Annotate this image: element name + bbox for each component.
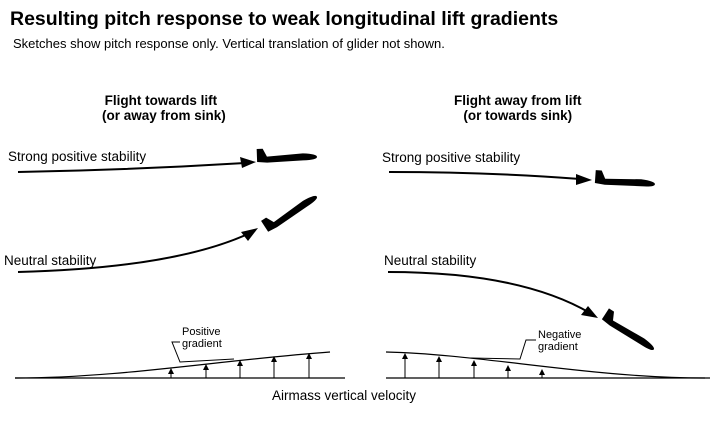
right-heading-line2: (or towards sink) [463, 108, 573, 123]
right-lift-gradient-curve [385, 351, 706, 379]
negative-gradient-line2: gradient [538, 341, 578, 353]
right-strong-stability-label: Strong positive stability [382, 150, 521, 165]
left-neutral-arrowhead [241, 228, 258, 241]
positive-gradient-label: Positive gradient [182, 326, 222, 350]
left-neutral-stability-label: Neutral stability [4, 253, 97, 268]
right-strong-arrowhead [576, 174, 592, 185]
right-column-heading: Flight away from lift (or towards sink) [454, 93, 582, 123]
diagram-subtitle: Sketches show pitch response only. Verti… [13, 36, 445, 51]
right-heading-line1: Flight away from lift [454, 93, 582, 108]
negative-gradient-bracket [469, 339, 536, 360]
negative-gradient-label: Negative gradient [538, 329, 581, 353]
left-column-heading: Flight towards lift (or away from sink) [96, 93, 226, 123]
left-strong-glider-icon [256, 146, 318, 163]
positive-gradient-line2: gradient [182, 338, 222, 350]
right-lift-arrows [402, 353, 545, 378]
left-neutral-glider-icon [261, 188, 320, 233]
positive-gradient-line1: Positive [182, 326, 221, 338]
left-strong-stability-label: Strong positive stability [8, 149, 147, 164]
negative-gradient-line1: Negative [538, 329, 582, 341]
right-neutral-glider-icon [601, 308, 660, 353]
right-strong-glider-icon [594, 170, 656, 189]
left-neutral-flight-path [17, 228, 258, 273]
right-neutral-flight-path [387, 271, 598, 318]
right-strong-flight-path [388, 171, 592, 185]
left-heading-line2: (or away from sink) [102, 108, 226, 123]
diagram-title: Resulting pitch response to weak longitu… [10, 8, 559, 30]
airmass-axis-label: Airmass vertical velocity [272, 388, 417, 403]
right-neutral-arrowhead [581, 306, 598, 318]
left-strong-flight-path [17, 157, 256, 173]
left-strong-arrowhead [240, 157, 256, 168]
left-lift-arrows [168, 353, 312, 378]
left-heading-line1: Flight towards lift [104, 93, 218, 108]
positive-gradient-bracket [171, 341, 235, 363]
left-lift-gradient-curve [14, 351, 331, 379]
right-neutral-stability-label: Neutral stability [384, 253, 477, 268]
